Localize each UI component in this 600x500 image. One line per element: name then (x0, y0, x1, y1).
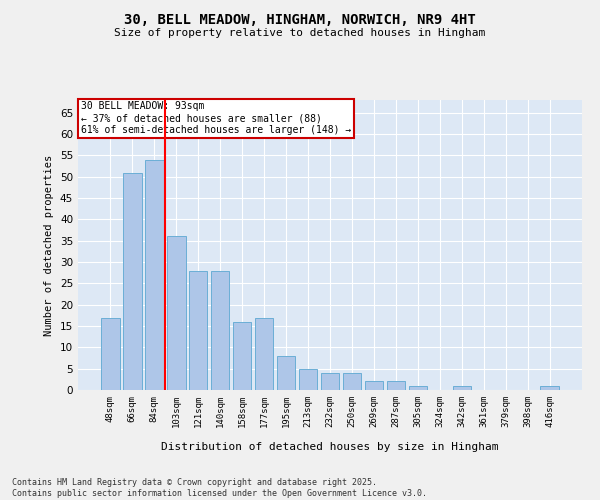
Bar (255, 318, 274, 390)
Bar (409, 386, 427, 390)
Bar (123, 172, 142, 390)
Bar (189, 270, 208, 390)
Bar (343, 373, 361, 390)
Bar (167, 236, 185, 390)
Text: 30 BELL MEADOW: 93sqm
← 37% of detached houses are smaller (88)
61% of semi-deta: 30 BELL MEADOW: 93sqm ← 37% of detached … (80, 102, 351, 134)
Bar (365, 382, 383, 390)
Text: Contains HM Land Registry data © Crown copyright and database right 2025.
Contai: Contains HM Land Registry data © Crown c… (12, 478, 427, 498)
Bar (386, 382, 405, 390)
Bar (277, 356, 295, 390)
Bar (452, 386, 471, 390)
Bar (101, 318, 119, 390)
Text: Distribution of detached houses by size in Hingham: Distribution of detached houses by size … (161, 442, 499, 452)
Bar (320, 373, 340, 390)
Bar (299, 368, 317, 390)
Bar (233, 322, 251, 390)
Bar (145, 160, 164, 390)
Bar (541, 386, 559, 390)
Text: 30, BELL MEADOW, HINGHAM, NORWICH, NR9 4HT: 30, BELL MEADOW, HINGHAM, NORWICH, NR9 4… (124, 12, 476, 26)
Y-axis label: Number of detached properties: Number of detached properties (44, 154, 55, 336)
Bar (211, 270, 229, 390)
Text: Size of property relative to detached houses in Hingham: Size of property relative to detached ho… (115, 28, 485, 38)
